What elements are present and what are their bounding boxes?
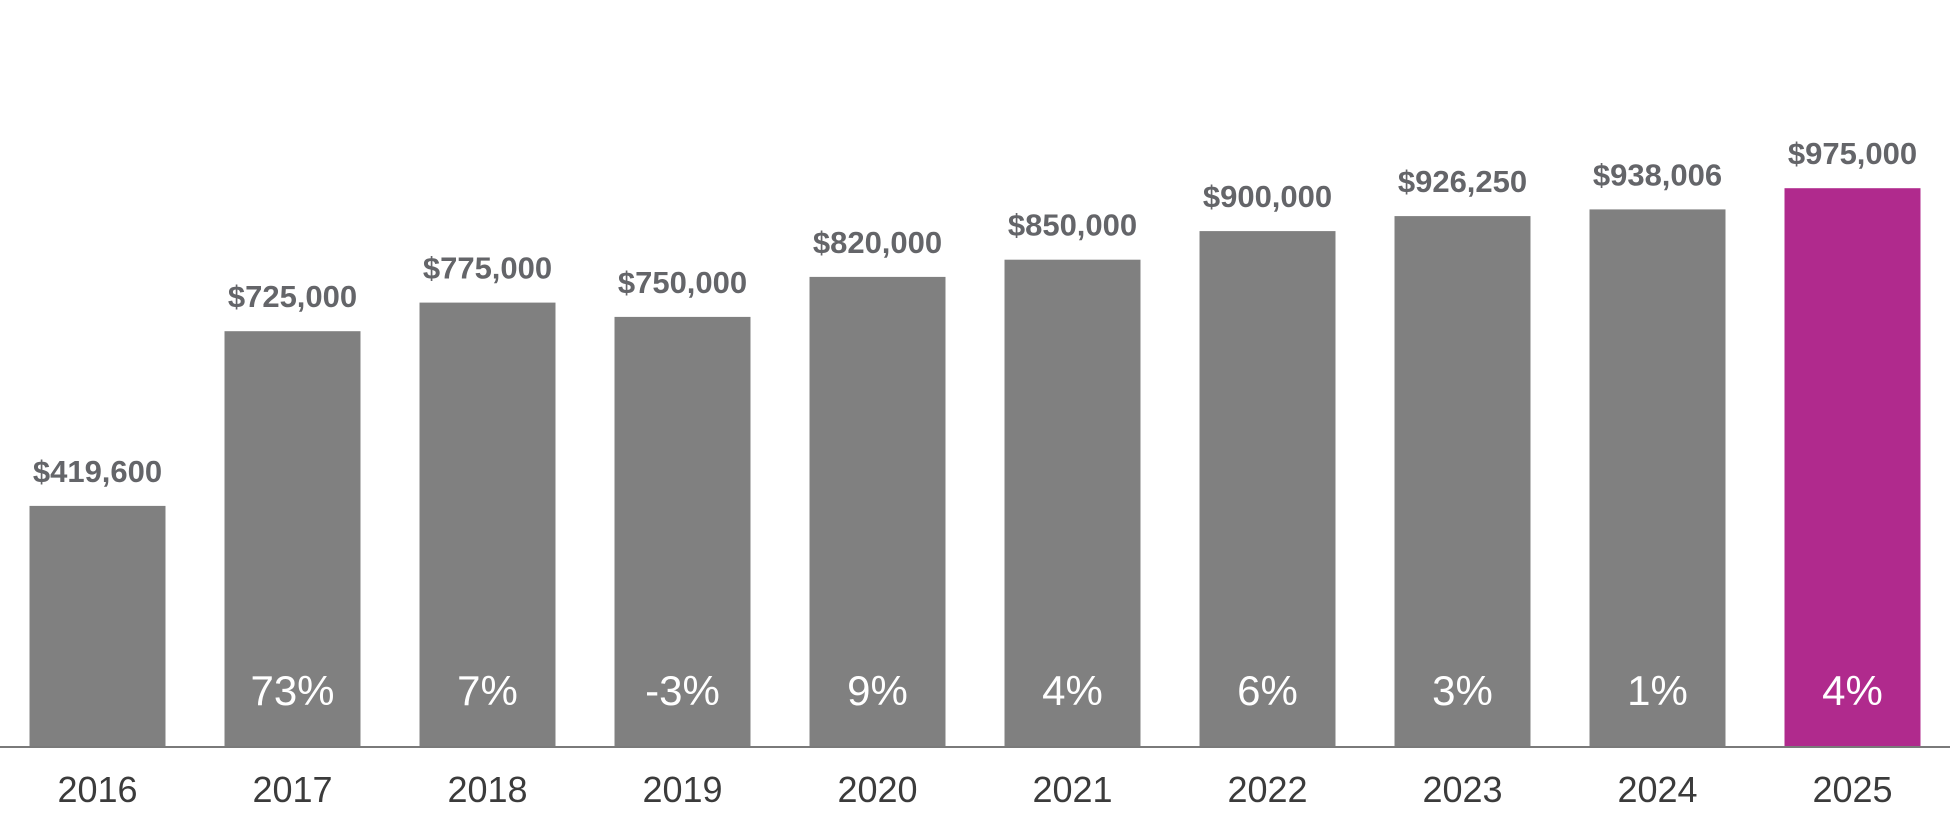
bar-2019 (614, 316, 751, 746)
bar-2023 (1394, 216, 1531, 747)
x-tick-label-2016: 2016 (57, 769, 137, 810)
change-label-2018: 7% (457, 667, 518, 714)
bar-2024 (1589, 209, 1726, 746)
value-label-2020: $820,000 (813, 225, 942, 260)
bar-2020 (809, 276, 946, 746)
change-label-2020: 9% (847, 667, 908, 714)
x-tick-label-2017: 2017 (252, 769, 332, 810)
value-label-2019: $750,000 (618, 265, 747, 300)
x-tick-label-2018: 2018 (447, 769, 527, 810)
bar-2025 (1784, 188, 1921, 746)
bar-2022 (1199, 231, 1336, 747)
value-label-2025: $975,000 (1788, 136, 1917, 171)
bar-2017 (224, 331, 361, 746)
change-label-2022: 6% (1237, 667, 1298, 714)
value-label-2016: $419,600 (33, 454, 162, 489)
bar-2021 (1004, 259, 1141, 746)
x-tick-label-2022: 2022 (1227, 769, 1307, 810)
change-label-2025: 4% (1822, 667, 1883, 714)
x-tick-label-2023: 2023 (1422, 769, 1502, 810)
change-label-2019: -3% (645, 667, 720, 714)
value-label-2017: $725,000 (228, 279, 357, 314)
change-label-2024: 1% (1627, 667, 1688, 714)
value-label-2018: $775,000 (423, 251, 552, 286)
bar-2018 (419, 302, 556, 746)
value-label-2021: $850,000 (1008, 208, 1137, 243)
value-label-2024: $938,006 (1593, 157, 1722, 192)
bars-group (29, 188, 1921, 747)
x-tick-label-2019: 2019 (642, 769, 722, 810)
change-label-2023: 3% (1432, 667, 1493, 714)
x-tick-label-2021: 2021 (1032, 769, 1112, 810)
value-label-2023: $926,250 (1398, 164, 1527, 199)
change-label-2021: 4% (1042, 667, 1103, 714)
bar-2016 (29, 505, 166, 746)
x-tick-label-2025: 2025 (1812, 769, 1892, 810)
labels-group: $419,600 2016 $725,000 73% 2017 $775,000 7% 201… (33, 136, 1917, 810)
x-tick-label-2024: 2024 (1617, 769, 1697, 810)
change-label-2017: 73% (250, 667, 334, 714)
value-label-2022: $900,000 (1203, 179, 1332, 214)
x-tick-label-2020: 2020 (837, 769, 917, 810)
